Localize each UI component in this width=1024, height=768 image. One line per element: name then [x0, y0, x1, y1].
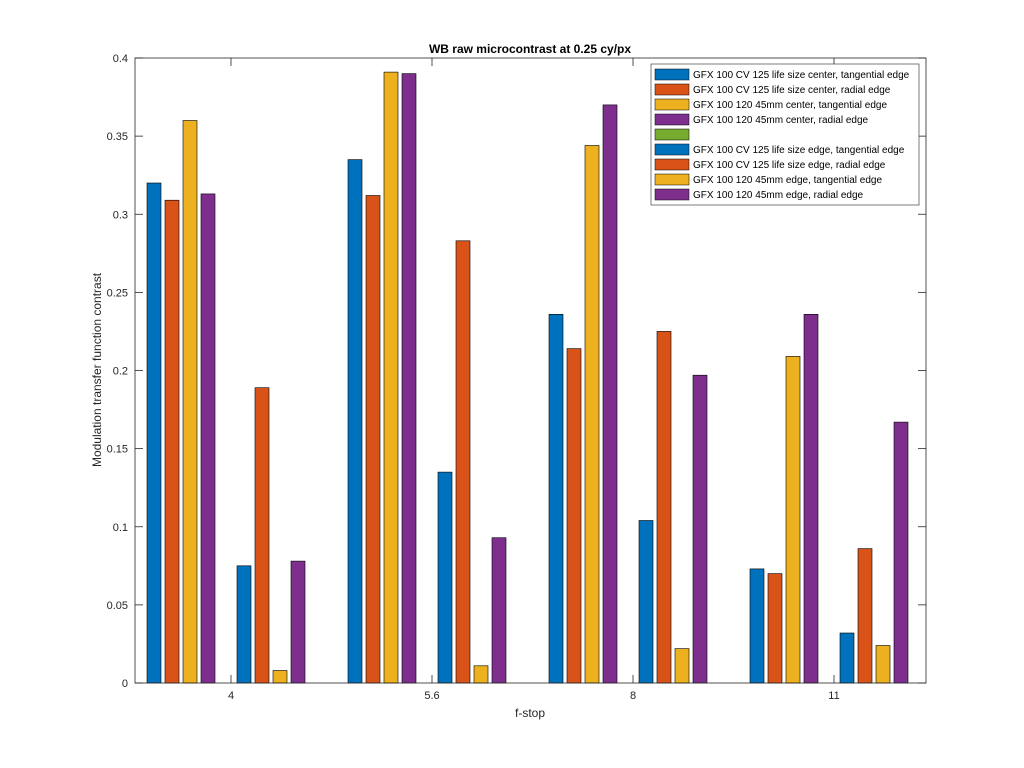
bar [803, 313, 819, 684]
legend-swatch [654, 188, 690, 201]
legend-swatch [654, 173, 690, 186]
legend: GFX 100 CV 125 life size center, tangent… [650, 63, 920, 206]
bar [566, 348, 582, 684]
bar [584, 145, 600, 684]
bar [491, 537, 507, 684]
legend-entry: GFX 100 120 45mm center, radial edge [693, 115, 869, 126]
x-tick-label: 8 [630, 690, 636, 702]
bar [839, 632, 855, 684]
x-tick-label: 5.6 [424, 690, 439, 702]
legend-entry: GFX 100 CV 125 life size edge, tangentia… [693, 145, 905, 156]
bar [602, 104, 618, 684]
bar [272, 670, 288, 684]
x-tick-label: 11 [828, 690, 839, 702]
bar [437, 471, 453, 684]
bar [674, 648, 690, 684]
legend-box [650, 63, 920, 206]
y-tick-label: 0 [122, 678, 128, 690]
y-tick-label: 0.3 [113, 209, 128, 221]
legend-swatch [654, 128, 690, 141]
bar [893, 421, 909, 684]
bar [638, 520, 654, 684]
x-tick-label: 4 [228, 690, 234, 702]
bar [455, 240, 471, 684]
bar [347, 159, 363, 684]
legend-swatch [654, 113, 690, 126]
bar [692, 374, 708, 684]
bar [182, 120, 198, 684]
bar [254, 387, 270, 684]
bar [383, 71, 399, 684]
legend-swatch [654, 98, 690, 111]
bar [749, 568, 765, 684]
bar [164, 199, 180, 684]
y-tick-label: 0.05 [107, 600, 128, 612]
bar [875, 645, 891, 684]
plot-area: 0 0.05 0.1 0.15 0.2 0.25 0.3 0.35 0.4 4 5.6 8 11 [107, 53, 927, 702]
bar [365, 195, 381, 684]
bar [401, 73, 417, 684]
legend-entry: GFX 100 CV 125 life size center, tangent… [693, 70, 910, 81]
y-tick-label: 0.35 [107, 131, 128, 143]
legend-entry: GFX 100 120 45mm center, tangential edge [693, 100, 887, 111]
bar [146, 182, 162, 684]
legend-entry: GFX 100 120 45mm edge, tangential edge [693, 175, 882, 186]
bar [656, 331, 672, 684]
y-tick-label: 0.2 [113, 366, 128, 378]
chart-title: WB raw microcontrast at 0.25 cy/px [429, 42, 631, 56]
legend-swatch [654, 83, 690, 96]
y-axis-label: Modulation transfer function contrast [90, 272, 104, 467]
bar [473, 665, 489, 684]
x-axis-label: f-stop [515, 706, 545, 720]
y-tick-label: 0.4 [113, 53, 128, 65]
legend-entry: GFX 100 120 45mm edge, radial edge [693, 190, 864, 201]
y-tick-label: 0.1 [113, 522, 128, 534]
legend-entry: GFX 100 CV 125 life size center, radial … [693, 85, 891, 96]
legend-swatch [654, 158, 690, 171]
bar [236, 565, 252, 684]
legend-swatch [654, 143, 690, 156]
y-tick-label: 0.15 [107, 444, 128, 456]
y-tick-label: 0.25 [107, 287, 128, 299]
legend-swatch [654, 68, 690, 81]
legend-entry: GFX 100 CV 125 life size edge, radial ed… [693, 160, 886, 171]
bar [767, 573, 783, 684]
bar [857, 548, 873, 684]
bar [785, 356, 801, 684]
bar [290, 560, 306, 684]
bar [548, 313, 564, 684]
bar [200, 193, 216, 684]
